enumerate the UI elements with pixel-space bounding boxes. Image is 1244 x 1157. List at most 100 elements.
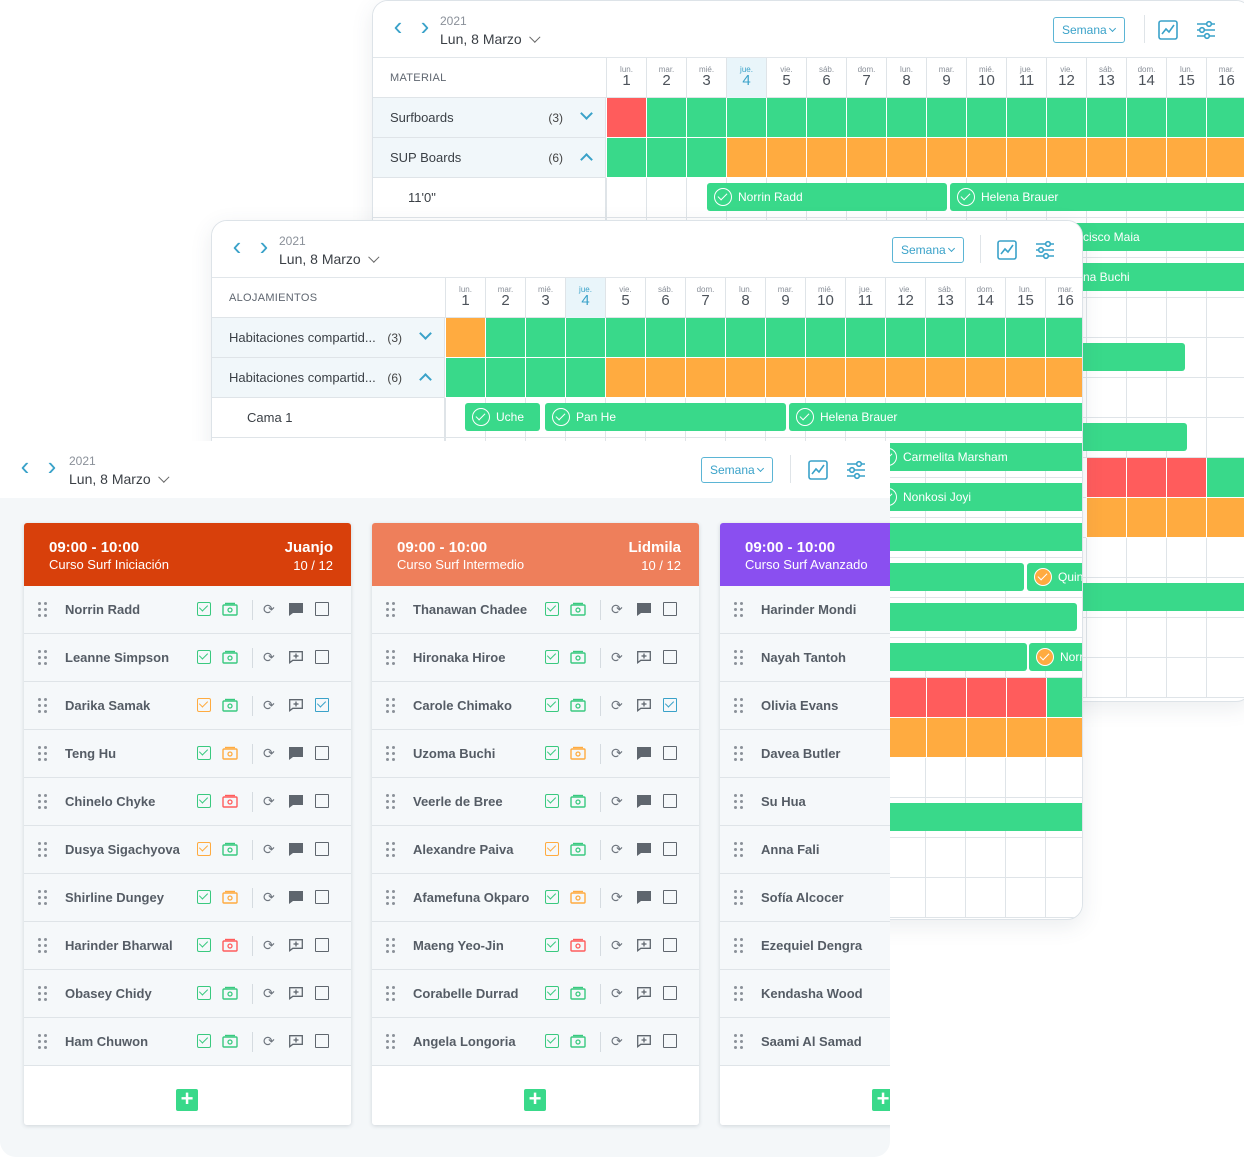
drag-handle-icon[interactable]	[734, 746, 744, 762]
student-row[interactable]: Chinelo Chyke ⟳	[24, 778, 351, 826]
attendance-check-icon[interactable]	[545, 698, 559, 712]
select-checkbox[interactable]	[315, 794, 329, 808]
filter-settings-icon[interactable]	[845, 459, 867, 481]
collapse-chevron-icon[interactable]	[580, 153, 593, 166]
availability-cell[interactable]	[645, 318, 685, 358]
chart-icon[interactable]	[807, 459, 829, 481]
booking-bar[interactable]	[872, 803, 1082, 831]
student-row[interactable]: Angela Longoria ⟳	[372, 1018, 699, 1066]
refresh-icon[interactable]: ⟳	[611, 697, 623, 713]
student-row[interactable]: Harinder Mondi	[720, 586, 890, 634]
comment-icon[interactable]	[288, 794, 304, 809]
student-row[interactable]: Alexandre Paiva ⟳	[372, 826, 699, 874]
availability-cell[interactable]	[485, 318, 525, 358]
refresh-icon[interactable]: ⟳	[611, 889, 623, 905]
attendance-check-icon[interactable]	[545, 650, 559, 664]
attendance-check-icon[interactable]	[197, 746, 211, 760]
booking-bar[interactable]: Helena Brauer	[789, 403, 1082, 431]
drag-handle-icon[interactable]	[734, 698, 744, 714]
availability-cell[interactable]	[885, 318, 925, 358]
attendance-check-icon[interactable]	[545, 602, 559, 616]
payment-icon[interactable]	[222, 650, 238, 664]
drag-handle-icon[interactable]	[386, 1034, 396, 1050]
next-arrow-icon[interactable]: ›	[47, 451, 57, 481]
availability-cell[interactable]	[1006, 98, 1046, 138]
drag-handle-icon[interactable]	[386, 890, 396, 906]
availability-cell[interactable]	[685, 358, 725, 398]
availability-cell[interactable]	[1005, 358, 1045, 398]
expand-chevron-icon[interactable]	[419, 327, 432, 340]
calendar-cell[interactable]	[1086, 298, 1126, 338]
filter-settings-icon[interactable]	[1034, 239, 1056, 261]
calendar-cell[interactable]	[1045, 838, 1082, 878]
booking-bar[interactable]: Uche	[465, 403, 540, 431]
calendar-cell[interactable]	[606, 178, 646, 218]
calendar-cell[interactable]	[1166, 618, 1206, 658]
student-row[interactable]: Shirline Dungey ⟳	[24, 874, 351, 922]
add-comment-icon[interactable]	[288, 1034, 304, 1049]
add-comment-icon[interactable]	[288, 650, 304, 665]
drag-handle-icon[interactable]	[38, 842, 48, 858]
calendar-cell[interactable]	[1126, 658, 1166, 698]
payment-icon[interactable]	[570, 602, 586, 616]
calendar-cell[interactable]	[1206, 418, 1244, 458]
drag-handle-icon[interactable]	[38, 986, 48, 1002]
select-checkbox[interactable]	[315, 986, 329, 1000]
availability-cell[interactable]	[966, 678, 1006, 718]
availability-cell[interactable]	[805, 358, 845, 398]
booking-bar[interactable]	[1073, 343, 1185, 371]
resource-group-row[interactable]: Habitaciones compartid... (6)	[212, 358, 445, 398]
availability-cell[interactable]	[925, 318, 965, 358]
select-checkbox[interactable]	[315, 650, 329, 664]
booking-bar[interactable]	[1073, 423, 1187, 451]
availability-cell[interactable]	[966, 98, 1006, 138]
availability-cell[interactable]	[606, 138, 646, 178]
calendar-cell[interactable]	[1005, 758, 1045, 798]
calendar-cell[interactable]	[1166, 538, 1206, 578]
attendance-check-icon[interactable]	[545, 794, 559, 808]
drag-handle-icon[interactable]	[38, 602, 48, 618]
availability-cell[interactable]	[965, 358, 1005, 398]
select-checkbox[interactable]	[663, 602, 677, 616]
availability-cell[interactable]	[686, 98, 726, 138]
calendar-cell[interactable]	[1086, 658, 1126, 698]
payment-icon[interactable]	[222, 794, 238, 808]
attendance-check-icon[interactable]	[545, 890, 559, 904]
add-comment-icon[interactable]	[288, 698, 304, 713]
view-select[interactable]: Semana	[892, 237, 964, 263]
student-row[interactable]: Uzoma Buchi ⟳	[372, 730, 699, 778]
student-row[interactable]: Veerle de Bree ⟳	[372, 778, 699, 826]
availability-cell[interactable]	[845, 318, 885, 358]
calendar-cell[interactable]	[646, 178, 686, 218]
availability-cell[interactable]	[926, 718, 966, 758]
comment-icon[interactable]	[288, 746, 304, 761]
availability-cell[interactable]	[605, 318, 645, 358]
availability-cell[interactable]	[646, 138, 686, 178]
availability-cell[interactable]	[1166, 138, 1206, 178]
availability-cell[interactable]	[806, 98, 846, 138]
student-row[interactable]: Nayah Tantoh	[720, 634, 890, 682]
calendar-cell[interactable]	[1086, 618, 1126, 658]
availability-cell[interactable]	[966, 718, 1006, 758]
availability-cell[interactable]	[766, 138, 806, 178]
student-row[interactable]: Teng Hu ⟳	[24, 730, 351, 778]
calendar-cell[interactable]	[1206, 658, 1244, 698]
calendar-cell[interactable]	[965, 878, 1005, 918]
student-row[interactable]: Davea Butler	[720, 730, 890, 778]
availability-cell[interactable]	[1006, 678, 1046, 718]
payment-icon[interactable]	[222, 842, 238, 856]
booking-bar[interactable]: Pan He	[545, 403, 786, 431]
attendance-check-icon[interactable]	[197, 698, 211, 712]
payment-icon[interactable]	[570, 842, 586, 856]
drag-handle-icon[interactable]	[38, 794, 48, 810]
availability-cell[interactable]	[965, 318, 1005, 358]
select-checkbox[interactable]	[315, 890, 329, 904]
availability-cell[interactable]	[725, 318, 765, 358]
select-checkbox[interactable]	[315, 1034, 329, 1048]
select-checkbox[interactable]	[663, 650, 677, 664]
availability-cell[interactable]	[525, 318, 565, 358]
comment-icon[interactable]	[288, 890, 304, 905]
availability-cell[interactable]	[885, 358, 925, 398]
drag-handle-icon[interactable]	[38, 698, 48, 714]
availability-cell[interactable]	[1166, 498, 1206, 538]
